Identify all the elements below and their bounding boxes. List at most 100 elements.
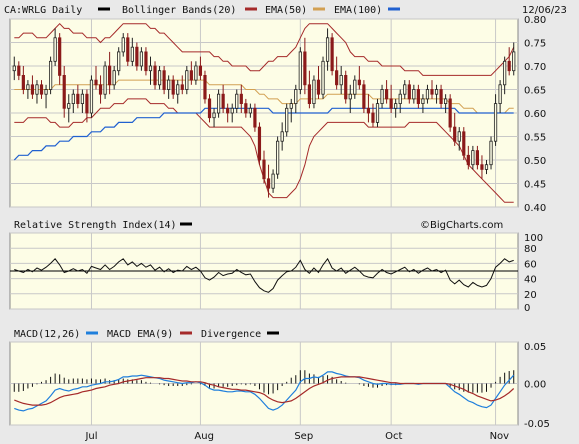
candle-body <box>71 93 75 104</box>
candle-body <box>316 79 321 95</box>
candle-body <box>53 37 57 62</box>
candle-body <box>280 131 284 142</box>
candle-body <box>248 107 252 114</box>
candle-body <box>394 103 398 109</box>
candle-body <box>58 37 62 76</box>
candle-body <box>235 93 239 109</box>
candle-body <box>194 65 198 81</box>
candle-body <box>448 98 452 128</box>
candle-body <box>89 79 94 114</box>
x-tick-label: Jul <box>84 431 97 442</box>
candle-body <box>126 37 130 62</box>
macd-y-tick-label: 0.05 <box>524 342 546 353</box>
candle-body <box>76 93 80 104</box>
divergence-label: Divergence <box>201 329 261 340</box>
candle-body <box>266 178 271 189</box>
candle-body <box>203 75 207 100</box>
candle-body <box>139 51 144 67</box>
candle-body <box>162 70 166 90</box>
rsi-y-tick-label: 40 <box>524 275 537 286</box>
candle-body <box>330 37 334 72</box>
candle-body <box>389 98 393 109</box>
candle-body <box>80 93 84 104</box>
candle-body <box>230 107 234 114</box>
price-y-tick-label: 0.80 <box>524 15 546 26</box>
candle-body <box>325 37 330 62</box>
candle-body <box>294 89 298 105</box>
x-tick-label: Oct <box>385 431 402 442</box>
macd-signal-line <box>14 376 515 406</box>
candle-body <box>148 65 153 72</box>
candle-body <box>398 93 402 104</box>
candle-body <box>207 98 212 119</box>
candle-body <box>375 103 380 123</box>
candle-body <box>185 70 189 90</box>
candle-body <box>117 51 121 72</box>
candle-body <box>339 75 343 86</box>
candle-body <box>484 164 489 170</box>
candle-body <box>121 37 125 53</box>
candle-body <box>257 126 262 161</box>
macd-label: MACD(12,26) <box>14 329 80 340</box>
candle-body <box>180 84 184 90</box>
candle-body <box>44 89 48 95</box>
candle-body <box>453 126 457 142</box>
bollinger-upper-line <box>14 22 515 76</box>
candle-body <box>439 89 443 105</box>
candle-body <box>253 107 257 128</box>
candle-body <box>216 93 221 114</box>
price-y-tick-label: 0.40 <box>524 203 546 214</box>
rsi-y-tick-label: 80 <box>524 244 537 255</box>
x-tick-label: Aug <box>194 431 214 442</box>
candle-body <box>239 93 243 104</box>
bollinger-label: Bollinger Bands(20) <box>122 5 236 16</box>
candle-body <box>366 107 371 114</box>
candle-body <box>112 70 116 86</box>
candle-body <box>176 84 180 95</box>
candle-body <box>503 60 507 86</box>
candle-body <box>457 131 461 142</box>
symbol-label: CA:WRLG Daily <box>4 5 82 16</box>
candle-body <box>153 65 157 86</box>
macd-y-tick-label: 0.00 <box>524 380 546 391</box>
candle-body <box>39 84 44 95</box>
price-y-tick-label: 0.60 <box>524 109 546 120</box>
price-y-tick-label: 0.70 <box>524 62 546 73</box>
ema50-label: EMA(50) <box>265 5 307 16</box>
candle-body <box>103 65 107 95</box>
candle-body <box>30 84 35 95</box>
candle-body <box>85 93 89 114</box>
candle-body <box>48 60 53 90</box>
candle-body <box>130 46 134 62</box>
candle-body <box>198 65 203 76</box>
rsi-y-tick-label: 20 <box>524 290 537 301</box>
candle-body <box>189 70 193 81</box>
candle-body <box>507 60 511 72</box>
candle-body <box>271 173 275 189</box>
watermark: ©BigCharts.com <box>420 220 503 231</box>
candle-body <box>353 79 357 95</box>
candle-body <box>321 60 325 95</box>
candle-body <box>144 51 148 72</box>
ema100-line <box>13 107 514 161</box>
x-tick-label: Nov <box>490 431 510 442</box>
candle-body <box>285 107 289 133</box>
candle-body <box>21 75 25 90</box>
candle-body <box>212 112 216 119</box>
rsi-label: Relative Strength Index(14) <box>14 220 177 231</box>
macd-y-tick-label: -0.05 <box>524 419 550 430</box>
candle-body <box>35 84 39 95</box>
candle-body <box>434 89 439 95</box>
candle-body <box>98 84 103 95</box>
macd-ema-label: MACD EMA(9) <box>107 329 173 340</box>
candle-body <box>412 89 416 100</box>
candle-body <box>348 93 352 100</box>
candle-body <box>512 51 516 72</box>
candle-body <box>493 103 498 142</box>
candle-body <box>157 70 162 86</box>
candle-body <box>135 46 139 67</box>
x-tick-label: Sep <box>294 431 313 442</box>
rsi-y-tick-label: 100 <box>524 233 543 244</box>
candle-body <box>362 84 366 109</box>
